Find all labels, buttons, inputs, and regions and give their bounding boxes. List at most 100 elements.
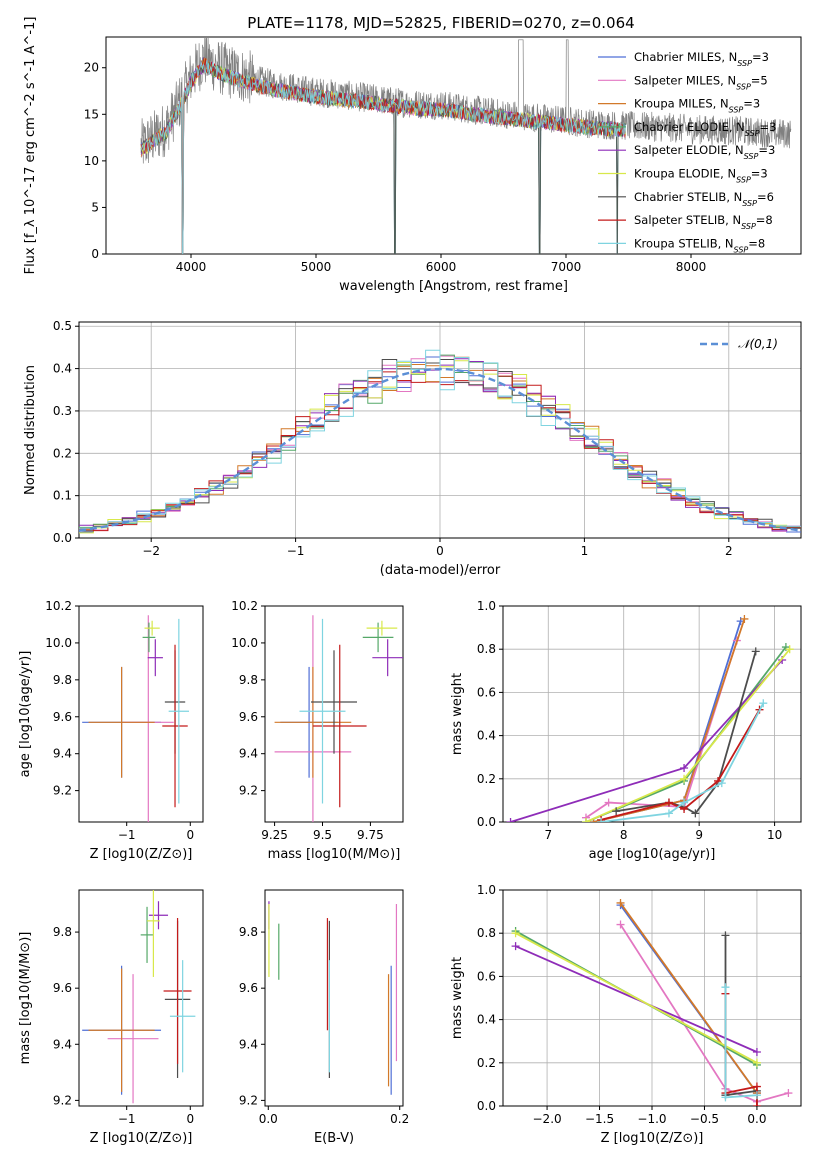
x-tick-label: 9.75 <box>357 828 384 842</box>
legend-label-chabrier-miles: Chabrier MILES, NSSP=3 <box>634 50 769 68</box>
legend-label-salpeter-stelib: Salpeter STELIB, NSSP=8 <box>634 213 773 231</box>
errorbar-kroupa-elodie <box>366 620 398 636</box>
weight-marker <box>612 807 621 816</box>
weight-marker <box>752 1082 761 1091</box>
axes-frame <box>502 889 802 1107</box>
weight-marker <box>680 764 689 772</box>
x-tick-label: −1 <box>287 544 305 558</box>
weight-series-salpeter-elodie <box>506 656 787 822</box>
legend-label-chabrier-elodie: Chabrier ELODIE, NSSP=3 <box>634 120 776 138</box>
y-axis-label: mass weight <box>450 957 465 1039</box>
weight-marker <box>616 898 625 907</box>
plot-area <box>79 349 801 534</box>
x-tick-label: 2 <box>725 544 733 558</box>
y-tick-label: 9.8 <box>239 673 258 687</box>
plot-area <box>82 615 190 822</box>
x-tick-label: 0 <box>186 828 194 842</box>
y-axis-label: mass [log10(M/M⊙)] <box>18 932 33 1065</box>
errorbar-salpeter-elodie <box>147 639 163 677</box>
y-tick-label: 9.2 <box>53 784 72 798</box>
y-tick-label: 0.6 <box>477 969 496 983</box>
weight-series-salpeter-stelib <box>597 705 764 822</box>
y-tick-label: 9.8 <box>53 673 72 687</box>
y-axis-label: age [log10(age/yr)] <box>18 651 33 778</box>
plot-area <box>268 901 398 1095</box>
weight-line <box>515 945 758 1053</box>
x-tick-label: −1.5 <box>585 1112 614 1126</box>
weight-series-chabrier-stelib <box>721 931 761 1106</box>
errorbar-kroupa-stelib <box>299 618 346 804</box>
x-tick-label: 9.25 <box>261 828 288 842</box>
legend-subscript: SSP <box>744 152 759 161</box>
weight-line <box>616 651 757 815</box>
y-tick-label: 0.4 <box>477 729 496 743</box>
errorbar-chabrier-elodie <box>140 906 154 963</box>
weight-series-salpeter-miles <box>581 636 741 822</box>
x-tick-label: 8 <box>620 828 628 842</box>
x-axis-label: Z [log10(Z/Z⊙)] <box>90 1131 193 1146</box>
x-tick-label: −1 <box>118 1112 136 1126</box>
normal-distribution-curve <box>79 367 801 532</box>
plot-area <box>511 898 793 1106</box>
mass-vs-metallicity-panel: −1 0 9.2 9.4 9.6 9.8 Z [log10(Z/Z⊙)] mass [log1… <box>18 889 204 1146</box>
y-tick-label: 0.4 <box>477 1013 496 1027</box>
axes-frame <box>105 36 802 255</box>
y-tick-label: 0.2 <box>53 446 72 460</box>
legend-label-chabrier-stelib: Chabrier STELIB, NSSP=6 <box>634 190 774 208</box>
weight-marker <box>752 1091 761 1100</box>
y-tick-label: 15 <box>84 107 99 121</box>
weight-line <box>593 620 742 822</box>
legend-subscript: SSP <box>737 59 752 68</box>
residual-histogram-panel: −2 −1 0 1 2 0.0 0.1 0.2 0.3 0.4 0.5 (data-model)/er… <box>23 319 802 578</box>
y-tick-label: 9.6 <box>239 710 258 724</box>
legend-nssp: =8 <box>748 236 765 250</box>
x-axis-label: Z [log10(Z/Z⊙)] <box>601 1131 704 1146</box>
y-axis-label: mass weight <box>450 673 465 755</box>
y-tick-label: 9.8 <box>239 925 258 939</box>
age-vs-mass-panel: 9.25 9.5 9.75 9.2 9.4 9.6 9.8 10.0 10.2 mass [log… <box>231 599 404 862</box>
x-tick-label: −2 <box>142 544 160 558</box>
legend-nssp: =3 <box>760 120 777 134</box>
legend-label-kroupa-elodie: Kroupa ELODIE, NSSP=3 <box>634 167 768 185</box>
y-tick-label: 0.0 <box>53 531 72 545</box>
x-tick-label: 8000 <box>676 260 707 274</box>
weight-series-kroupa-elodie <box>511 929 761 1067</box>
legend-label-salpeter-miles: Salpeter MILES, NSSP=5 <box>634 73 768 91</box>
spectrum-panel: 4000 5000 6000 7000 8000 0 5 10 15 20 wavelength [… <box>23 17 802 294</box>
y-tick-label: 5 <box>91 200 99 214</box>
x-tick-label: 9 <box>695 828 703 842</box>
weight-line <box>619 902 758 1094</box>
y-tick-label: 0.1 <box>53 489 72 503</box>
errorbar-kroupa-stelib <box>168 618 190 804</box>
weight-series-kroupa-stelib <box>597 699 768 822</box>
legend-subscript: SSP <box>736 82 751 91</box>
weight-line <box>724 987 757 1099</box>
errorbar-chabrier-stelib <box>311 650 357 754</box>
weight-marker <box>717 779 726 788</box>
weight-series-kroupa-stelib <box>721 983 761 1102</box>
legend-subscript: SSP <box>741 222 756 231</box>
x-tick-label: 5000 <box>301 260 332 274</box>
legend-nssp: =3 <box>751 167 768 181</box>
legend-subscript: SSP <box>734 245 749 254</box>
y-tick-label: 0.8 <box>477 926 496 940</box>
axes-frame <box>502 605 802 823</box>
y-tick-label: 0.2 <box>477 1056 496 1070</box>
weight-marker <box>604 798 613 807</box>
errorbar-kroupa-miles <box>274 666 352 778</box>
x-tick-label: 10 <box>767 828 782 842</box>
errorbar-chabrier-elodie <box>142 622 156 653</box>
y-tick-label: 0.2 <box>477 772 496 786</box>
x-tick-label: 9.5 <box>313 828 332 842</box>
errorbar-salpeter-stelib <box>163 918 192 1064</box>
axes-frame <box>264 605 404 823</box>
weight-marker <box>721 983 730 992</box>
x-tick-label: 6000 <box>426 260 457 274</box>
weight-marker <box>752 1048 761 1056</box>
weight-marker <box>597 818 606 822</box>
x-tick-label: 0.2 <box>390 1112 409 1126</box>
x-tick-label: −1.0 <box>637 1112 666 1126</box>
y-tick-label: 0.5 <box>53 319 72 333</box>
x-tick-label: −0.5 <box>690 1112 719 1126</box>
